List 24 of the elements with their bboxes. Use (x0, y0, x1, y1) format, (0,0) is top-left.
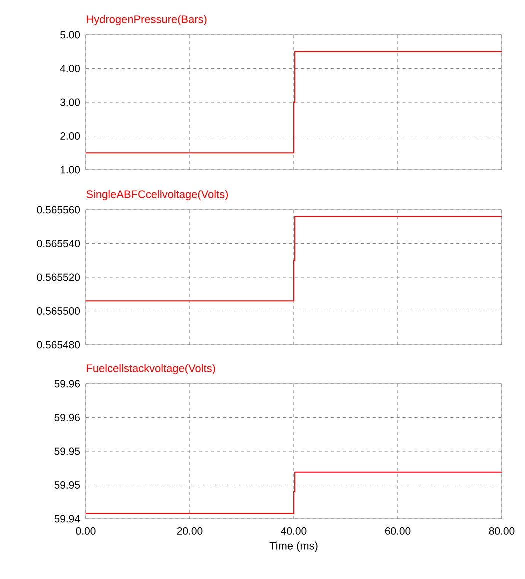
y-tick-label: 59.94 (54, 515, 80, 523)
y-tick-label: 59.95 (54, 448, 80, 456)
y-tick-label: 0.565500 (37, 308, 80, 315)
chart-title: SingleABFCcellvoltage(Volts) (86, 190, 228, 200)
x-tick-label: 40.00 (281, 528, 307, 535)
y-tick-label: 0.565560 (37, 206, 80, 214)
y-tick-label: 59.96 (54, 380, 80, 388)
y-tick-label: 0.565480 (37, 341, 80, 349)
y-tick-label: 0.565520 (37, 274, 80, 282)
y-tick-label: 2.00 (60, 132, 80, 140)
y-tick-label: 59.96 (54, 414, 80, 422)
y-tick-label: 5.00 (60, 31, 80, 39)
y-tick-label: 3.00 (60, 98, 80, 106)
x-tick-label: 20.00 (177, 528, 203, 535)
y-tick-label: 1.00 (60, 166, 80, 174)
x-tick-label: 60.00 (385, 528, 411, 535)
chart-title: Fuelcellstackvoltage(Volts) (87, 364, 216, 374)
y-tick-label: 59.95 (54, 482, 80, 489)
x-tick-label: 0.00 (76, 528, 96, 535)
x-axis-title: Time (ms) (270, 542, 318, 552)
y-tick-label: 4.00 (60, 65, 80, 72)
x-tick-label: 80.00 (489, 528, 515, 535)
y-tick-label: 0.565540 (37, 240, 80, 248)
chart-title: HydrogenPressure(Bars) (87, 15, 207, 26)
